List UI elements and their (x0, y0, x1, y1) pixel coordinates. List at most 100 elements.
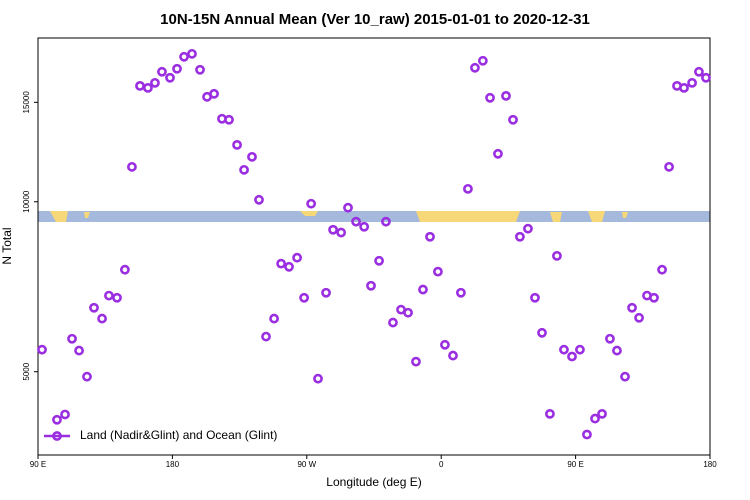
point (343, 202, 353, 213)
point (501, 90, 511, 101)
x-tick-label: 90 W (297, 460, 316, 469)
point (657, 264, 667, 275)
point (470, 62, 480, 73)
point (381, 216, 391, 227)
point (679, 82, 689, 93)
x-tick-label: 180 (166, 460, 180, 469)
point (127, 161, 137, 172)
point (477, 55, 488, 66)
land (622, 212, 628, 218)
point (299, 292, 310, 303)
point (485, 92, 495, 103)
point (89, 302, 99, 313)
point (694, 66, 704, 77)
point (411, 356, 421, 367)
point (143, 82, 153, 93)
point (418, 284, 428, 295)
land (84, 212, 90, 218)
point (687, 77, 697, 88)
point (597, 408, 607, 419)
point (612, 345, 622, 356)
point (374, 255, 384, 266)
point (388, 317, 398, 328)
legend-marker (52, 431, 62, 441)
point (448, 350, 458, 361)
point (82, 371, 92, 382)
point (292, 252, 302, 263)
point (232, 139, 242, 150)
y-axis-label: N Total (0, 227, 14, 264)
point (120, 264, 130, 275)
point (634, 312, 644, 323)
y-tick-label: 10000 (22, 190, 31, 213)
point (172, 63, 182, 74)
point (701, 72, 711, 83)
land (50, 211, 68, 222)
y-tick-label: 5000 (22, 362, 31, 380)
point (567, 351, 577, 362)
point (313, 373, 323, 384)
point (52, 414, 62, 425)
point (336, 227, 347, 238)
point (239, 164, 249, 175)
point (74, 345, 84, 356)
point (456, 287, 466, 298)
point (104, 290, 114, 301)
point (463, 183, 473, 194)
point (195, 64, 205, 75)
land (300, 211, 318, 216)
point (605, 333, 615, 344)
point (179, 51, 189, 62)
point (284, 261, 294, 272)
point (425, 231, 435, 242)
point (440, 339, 450, 350)
point (620, 371, 630, 382)
point (493, 148, 503, 159)
point (582, 429, 592, 440)
point (514, 231, 525, 242)
x-axis-label: Longitude (deg E) (326, 475, 421, 489)
land (588, 211, 605, 222)
point (559, 344, 569, 355)
x-tick-label: 90 E (567, 460, 583, 469)
point (359, 221, 370, 232)
point (60, 409, 70, 420)
point (97, 313, 107, 324)
point (224, 114, 234, 125)
land (416, 211, 520, 222)
land (550, 212, 562, 222)
point (321, 287, 331, 298)
point (403, 307, 413, 318)
map-strip (38, 211, 710, 222)
point (306, 198, 317, 209)
point (187, 48, 197, 59)
point (254, 194, 264, 205)
point (276, 258, 287, 269)
point (328, 224, 338, 235)
x-tick-label: 90 E (30, 460, 46, 469)
point (112, 292, 122, 303)
plot-frame (37, 37, 711, 456)
point (649, 292, 659, 303)
chart-title: 10N-15N Annual Mean (Ver 10_raw) 2015-01… (160, 11, 590, 28)
point (523, 223, 533, 234)
point (575, 344, 585, 355)
point (590, 413, 600, 424)
point (627, 302, 637, 313)
point (433, 266, 443, 277)
point (351, 216, 361, 227)
y-tick-label: 15000 (22, 91, 31, 114)
x-tick-label: 180 (703, 460, 717, 469)
point (157, 66, 167, 77)
point (165, 72, 175, 83)
point (67, 333, 77, 344)
ocean-band (38, 211, 710, 222)
point (508, 114, 518, 125)
legend-label: Land (Nadir&Glint) and Ocean (Glint) (80, 428, 277, 442)
point (545, 408, 555, 419)
point (247, 151, 257, 162)
point (269, 313, 279, 324)
point (537, 327, 547, 338)
